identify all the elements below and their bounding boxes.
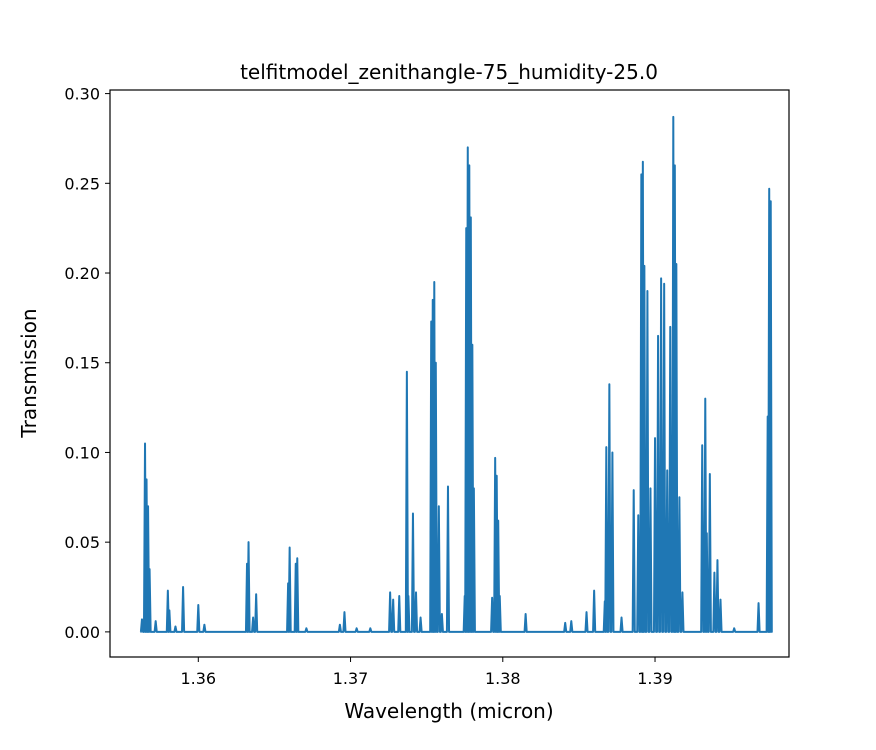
series-group: [139, 115, 773, 633]
y-tick-label: 0.20: [64, 264, 100, 283]
x-axis-label: Wavelength (micron): [344, 699, 553, 723]
y-axis-label: Transmission: [17, 308, 41, 438]
x-tick-label: 1.38: [485, 669, 521, 688]
x-tick-label: 1.37: [333, 669, 369, 688]
chart-title: telfitmodel_zenithangle-75_humidity-25.0: [240, 60, 658, 84]
y-tick-label: 0.05: [64, 533, 100, 552]
x-axis: 1.36 1.37 1.38 1.39: [180, 657, 673, 688]
y-tick-label: 0.10: [64, 443, 100, 462]
y-tick-label: 0.15: [64, 354, 100, 373]
y-tick-label: 0.25: [64, 174, 100, 193]
transmission-series-line: [139, 115, 773, 633]
y-tick-label: 0.00: [64, 623, 100, 642]
plot-frame: [109, 89, 790, 658]
x-tick-label: 1.39: [637, 669, 673, 688]
y-tick-label: 0.30: [64, 85, 100, 104]
x-tick-label: 1.36: [180, 669, 216, 688]
y-axis: 0.00 0.05 0.10 0.15 0.20 0.25 0.30: [64, 85, 110, 642]
